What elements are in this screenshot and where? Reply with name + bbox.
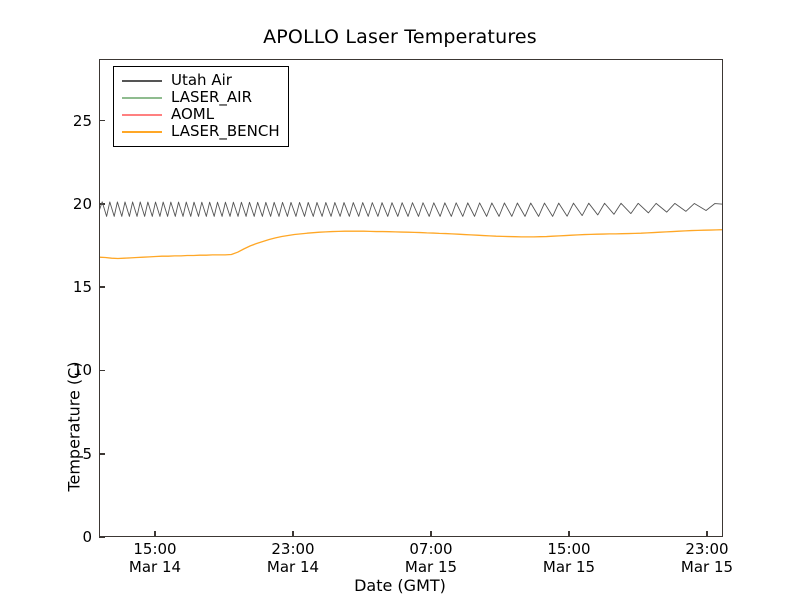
legend-item-utah-air[interactable]: Utah Air [122,72,280,89]
x-tick-mark [292,531,294,537]
y-tick-label: 25 [72,111,92,130]
x-axis-label: Date (GMT) [354,576,446,595]
chart-title: APOLLO Laser Temperatures [263,26,537,48]
x-tick-label: 15:00 Mar 15 [509,540,629,576]
x-tick-mark [568,531,570,537]
x-tick-mark [430,531,432,537]
x-tick-time: 15:00 [133,540,177,558]
y-tick-mark [99,452,105,455]
y-tick-mark [99,119,105,122]
x-tick-label: 15:00 Mar 14 [95,540,215,576]
legend-item-label: LASER_AIR [171,88,252,106]
plot-area [99,59,723,537]
plot-frame [99,59,723,537]
x-tick-date: Mar 15 [404,557,458,576]
x-tick-date: Mar 15 [680,557,734,576]
legend-item-laser-bench[interactable]: LASER_BENCH [122,123,280,140]
x-tick-time: 23:00 [271,540,315,558]
y-tick-label: 20 [72,194,92,213]
y-tick-label: 10 [72,361,92,380]
legend-color-swatch [122,79,162,82]
legend-color-swatch [122,130,162,133]
legend-item-label: AOML [171,105,215,123]
y-tick-mark [99,286,105,288]
y-tick-label: 15 [72,278,92,297]
legend-item-label: Utah Air [171,71,232,89]
legend-color-swatch [122,113,162,116]
x-tick-mark [154,531,156,537]
x-tick-time: 23:00 [685,540,729,558]
x-tick-mark [706,531,708,537]
x-tick-time: 15:00 [547,540,591,558]
x-tick-date: Mar 15 [542,557,596,576]
legend-item-label: LASER_BENCH [171,122,280,140]
legend-color-swatch [122,96,162,99]
legend-item-laser-air[interactable]: LASER_AIR [122,89,280,106]
y-axis-label-wrapper: Temperature (C) [44,120,84,491]
chart-legend[interactable]: Utah Air LASER_AIR AOML LASER_BENCH [113,66,289,147]
x-tick-label: 23:00 Mar 14 [233,540,353,576]
series-line-laser-bench [99,229,723,260]
legend-item-aoml[interactable]: AOML [122,106,280,123]
y-tick-mark [99,203,105,205]
x-tick-date: Mar 14 [128,557,182,576]
y-tick-label: 5 [82,444,92,463]
x-tick-label: 07:00 Mar 15 [371,540,491,576]
series-line-utah-air [99,201,723,217]
y-tick-label: 0 [82,528,92,546]
y-axis-label: Temperature (C) [64,361,84,492]
x-tick-date: Mar 14 [266,557,320,576]
x-tick-label: 23:00 Mar 15 [647,540,767,576]
y-tick-mark [99,369,105,372]
x-tick-time: 07:00 [409,540,453,558]
